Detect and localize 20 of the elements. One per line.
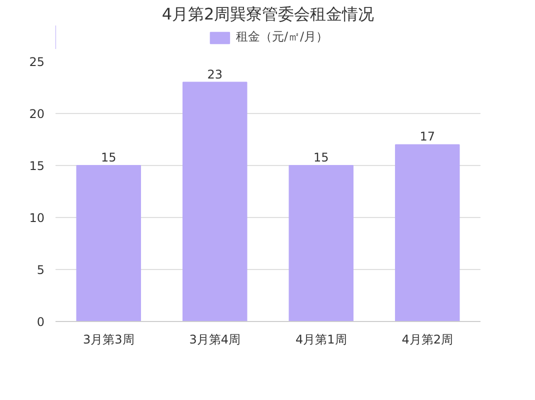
y-tick-label: 0 xyxy=(36,315,45,329)
chart-title: 4月第2周巽寮管委会租金情况 xyxy=(162,4,374,24)
data-label: 15 xyxy=(100,150,116,164)
y-tick-label: 5 xyxy=(36,263,45,277)
y-tick-label: 20 xyxy=(29,107,45,121)
x-tick-label: 4月第2周 xyxy=(402,332,454,346)
data-label: 23 xyxy=(207,67,223,82)
bar xyxy=(288,165,354,322)
data-label: 15 xyxy=(313,150,329,164)
y-tick-label: 10 xyxy=(29,211,45,225)
x-tick-label: 3月第4周 xyxy=(189,332,241,346)
x-tick-label: 3月第3周 xyxy=(82,332,134,346)
legend-label: 租金（元/㎡/月） xyxy=(236,28,328,46)
x-tick-label: 4月第1周 xyxy=(295,332,347,346)
bar xyxy=(182,82,248,322)
data-label: 17 xyxy=(420,130,436,144)
bar xyxy=(76,165,141,322)
y-tick-label: 25 xyxy=(29,55,45,69)
y-tick-label: 15 xyxy=(29,159,45,173)
bar xyxy=(395,144,460,322)
